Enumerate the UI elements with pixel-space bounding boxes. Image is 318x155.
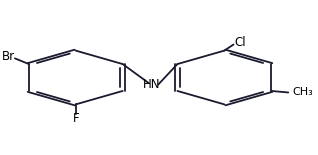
- Text: Br: Br: [2, 50, 15, 63]
- Text: Cl: Cl: [234, 36, 245, 49]
- Text: F: F: [73, 112, 79, 125]
- Text: CH₃: CH₃: [293, 87, 314, 97]
- Text: HN: HN: [143, 78, 160, 91]
